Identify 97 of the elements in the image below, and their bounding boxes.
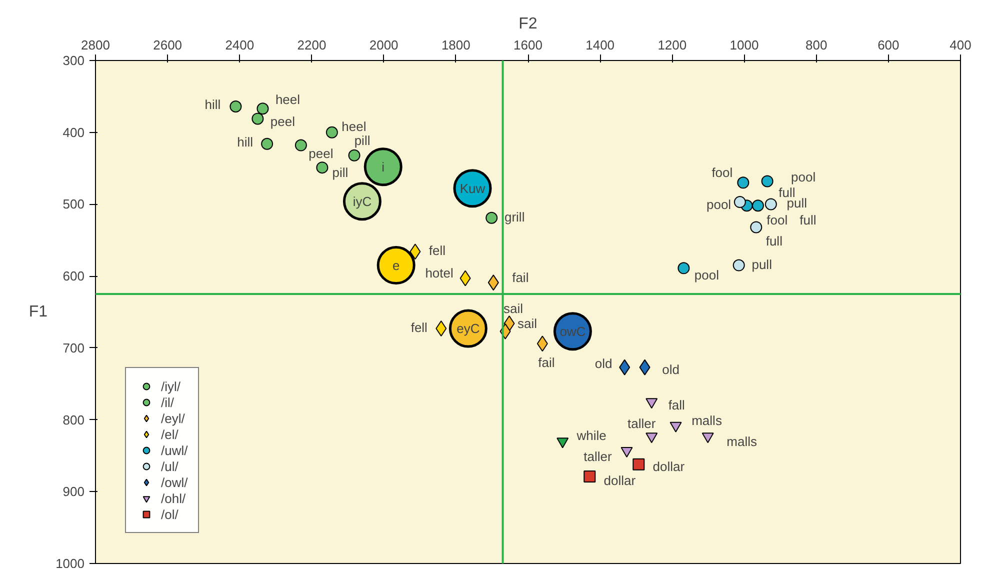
point [632, 458, 645, 470]
annotation: fail [512, 270, 529, 286]
point [316, 162, 328, 174]
annotation: dollar [652, 458, 686, 474]
annotation: fool [766, 212, 788, 228]
point [761, 175, 774, 188]
y-tick-label: 700 [62, 340, 85, 356]
x-tick-label: 2400 [225, 38, 254, 52]
annotation: pill [332, 165, 348, 180]
y-tick-label: 300 [62, 53, 85, 68]
point [646, 432, 658, 444]
point [732, 259, 745, 272]
x-tick-label: 1200 [658, 38, 687, 52]
annotation: fell [410, 320, 428, 336]
x-tick-label: 2800 [81, 38, 110, 52]
annotation: pull [752, 256, 772, 272]
y-tick-label: 500 [62, 196, 85, 212]
point [556, 438, 569, 448]
annotation: malls [726, 434, 758, 449]
y-tick-label: 1000 [56, 556, 84, 571]
annotation: grill [504, 209, 525, 224]
point [764, 198, 777, 210]
point [261, 138, 274, 150]
annotation: fool [712, 165, 733, 180]
point [737, 176, 750, 189]
x-tick-label: 2200 [297, 38, 326, 52]
annotation: hill [204, 96, 221, 112]
annotation: pool [706, 197, 732, 212]
annotation: fail [538, 355, 555, 370]
annotation: sail [518, 316, 538, 331]
annotation: pool [694, 268, 720, 283]
x-tick-label: 1600 [514, 38, 542, 52]
point [348, 149, 360, 162]
annotation: malls [692, 413, 722, 428]
y-tick-label: 400 [62, 124, 85, 140]
x-tick-label: 2000 [369, 38, 398, 52]
annotation: full [766, 234, 783, 249]
annotation: hill [237, 134, 254, 150]
x-tick-label: 600 [878, 38, 900, 52]
annotation: sail [504, 300, 524, 316]
point [678, 262, 690, 274]
point [230, 100, 242, 112]
legend-label: /iyl/ [161, 378, 181, 394]
point [670, 422, 682, 432]
y-axis-title: F1 [28, 304, 48, 320]
legend-label: /eyl/ [161, 410, 185, 426]
x-tick-label: 1000 [730, 38, 759, 52]
x-tick-label: 1800 [441, 38, 470, 52]
x-axis-title: F2 [518, 16, 538, 32]
annotation: Kuw [460, 180, 486, 196]
point [752, 200, 764, 212]
annotation: fall [668, 397, 686, 412]
annotation: owC [560, 324, 586, 339]
x-tick-label: 800 [805, 38, 828, 52]
x-tick-label: 1400 [586, 38, 615, 52]
point [252, 112, 264, 125]
legend-label: /owl/ [161, 474, 188, 490]
annotation: while [576, 428, 606, 443]
annotation: peel [270, 114, 296, 130]
legend-label: /ol/ [161, 506, 180, 522]
point [486, 212, 498, 224]
annotation: heel [342, 118, 366, 134]
annotation: hotel [425, 266, 454, 281]
annotation: heel [275, 92, 300, 108]
annotation: fell [428, 243, 446, 258]
point [620, 447, 633, 458]
annotation: e [392, 258, 400, 273]
legend-label: /ul/ [161, 458, 180, 474]
legend-label: /uwl/ [161, 442, 188, 458]
point [646, 398, 658, 409]
annotation: iyC [352, 194, 372, 209]
annotation: dollar [604, 473, 636, 488]
annotation: pill [354, 132, 370, 148]
annotation: old [594, 356, 612, 371]
annotation: pool [791, 170, 816, 185]
annotation: eyC [456, 321, 480, 336]
point [294, 139, 307, 152]
annotation: taller [584, 449, 613, 464]
legend-label: /ohl/ [161, 490, 186, 506]
point [256, 102, 269, 115]
x-tick-label: 400 [950, 38, 972, 52]
legend-label: /el/ [161, 426, 180, 442]
annotation: i [382, 159, 385, 174]
point [750, 221, 762, 234]
point [702, 432, 714, 444]
annotation: peel [308, 146, 334, 161]
annotation: old [662, 362, 680, 377]
y-tick-label: 600 [62, 268, 85, 284]
y-tick-label: 800 [62, 412, 85, 428]
point [326, 126, 338, 138]
point [584, 470, 596, 483]
x-tick-label: 2600 [153, 38, 182, 52]
legend-label: /il/ [161, 394, 175, 410]
annotation: full [800, 212, 816, 228]
annotation: taller [628, 416, 656, 431]
point [734, 196, 746, 208]
y-tick-label: 900 [62, 484, 85, 500]
